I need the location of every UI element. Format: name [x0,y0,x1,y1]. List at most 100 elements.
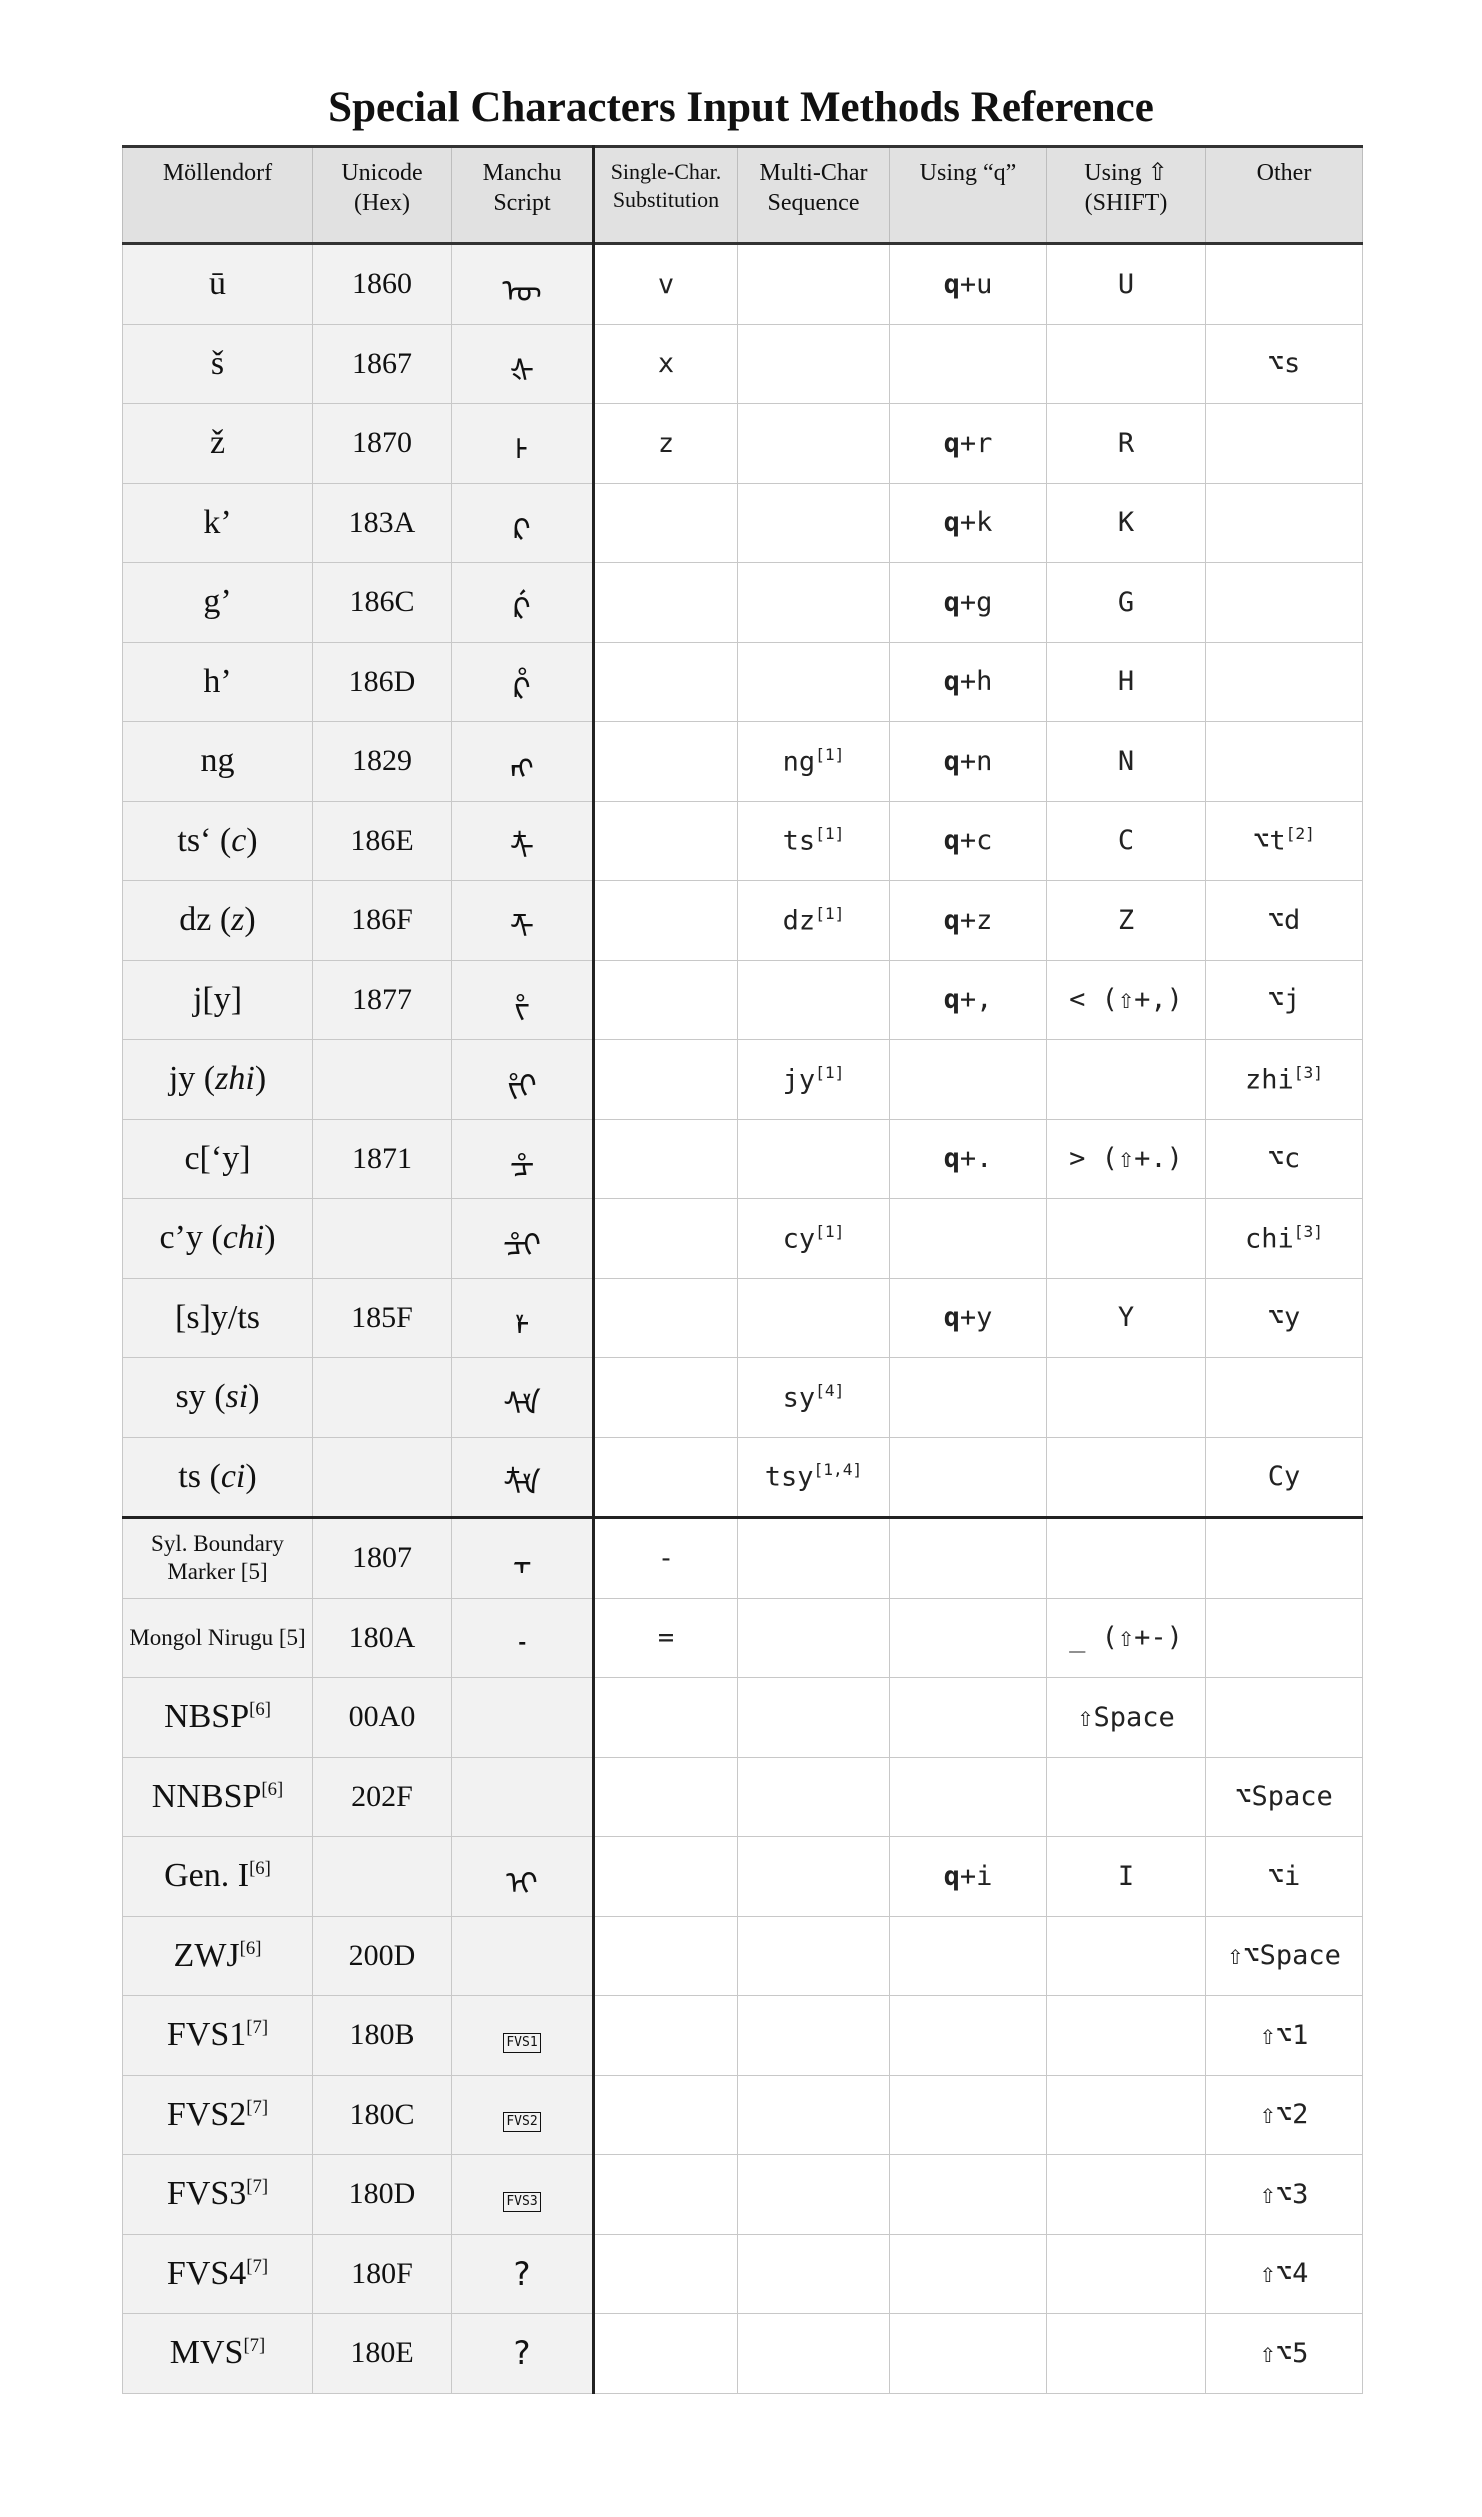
table-row: FVS4[7] 180F? ⇧⌥4 [122,2233,1363,2314]
cell-using-q [889,1915,1047,1996]
cell-mollendorf: ZWJ[6] [122,1915,313,1996]
cell-using-shift: < (⇧+,) [1046,959,1206,1040]
cell-unicode [312,1836,452,1917]
cell-mollendorf: ts (ci) [122,1436,313,1519]
cell-mollendorf: ng [122,721,313,802]
table-row: ZWJ[6] 200D ⇧⌥Space [122,1915,1363,1996]
cell-manchu-script: FVS1 [451,1995,595,2076]
mollendorf-text: g’ [203,583,232,621]
manchu-glyph: ᠺ [513,510,531,549]
table-row: c[‘y] 1871 ᡱ q+. > (⇧+.) ⌥c [122,1118,1363,1199]
table-row: FVS2[7] 180C FVS2 ⇧⌥2 [122,2074,1363,2155]
cell-mollendorf: š [122,323,313,404]
cell-using-shift: > (⇧+.) [1046,1118,1206,1199]
cell-using-q [889,1436,1047,1519]
cell-mollendorf: g’ [122,562,313,643]
header-single-char: Single-Char. Substitution [593,146,738,244]
cell-using-q [889,1995,1047,2076]
unicode-hex: 1871 [352,1141,412,1175]
cell-other [1205,562,1363,643]
mollendorf-text: sy [175,1378,206,1416]
cell-manchu-script: FVS2 [451,2074,595,2155]
unicode-hex: 180E [350,2336,414,2370]
cell-unicode: 186E [312,800,452,881]
footnote-ref: [1,4] [813,1460,863,1480]
cell-manchu-script: ? [451,2233,595,2314]
cell-using-q: q+r [889,403,1047,484]
unicode-hex: 202F [351,1779,413,1813]
mollendorf-alt: z [231,901,245,939]
footnote-ref: [3] [1293,1221,1324,1241]
cell-using-q [889,1677,1047,1758]
footnote-ref: [7] [246,2176,269,2198]
footnote-ref: [4] [815,1380,845,1400]
unicode-hex: 200D [348,1938,416,1972]
fvs-glyph-icon: FVS1 [503,2032,541,2053]
cell-multi-char [737,959,890,1040]
cell-multi-char: dz[1] [737,880,890,961]
cell-other: ⌥j [1205,959,1363,1040]
table-row: dz (z) 186F ᡯ dz[1] q+z Z ⌥d [122,880,1363,961]
cell-using-shift: Y [1046,1277,1206,1358]
cell-single-char [593,800,738,881]
mollendorf-text: FVS4 [166,2254,247,2292]
cell-unicode: 180A [312,1597,452,1678]
footnote-ref: [7] [246,2255,269,2277]
manchu-glyph: ᡰ [516,431,528,470]
cell-other: ⌥y [1205,1277,1363,1358]
cell-single-char: - [593,1517,738,1599]
cell-multi-char [737,2154,890,2235]
cell-unicode: 186C [312,562,452,643]
cell-using-shift [1046,1436,1206,1519]
mollendorf-alt: si [225,1378,249,1416]
footnote-ref: [6] [261,1778,284,1800]
cell-multi-char [737,2074,890,2155]
manchu-glyph: ᡬ [513,590,531,629]
cell-using-q [889,2074,1047,2155]
cell-other: ⌥t[2] [1205,800,1363,881]
table-header: Möllendorf Unicode (Hex) Manchu Script Sin… [122,146,1363,244]
reference-table: Möllendorf Unicode (Hex) Manchu Script Sin… [122,145,1363,2394]
manchu-glyph: ᡡ [502,272,542,311]
cell-other [1205,1677,1363,1758]
mollendorf-text: FVS2 [166,2095,247,2133]
cell-using-q: q+n [889,721,1047,802]
cell-unicode: 1807 [312,1517,452,1599]
footnote-ref: [1] [815,1062,845,1082]
header-using-shift: Using ⇧ (SHIFT) [1046,146,1206,244]
mollendorf-text: c’y [159,1219,203,1257]
cell-multi-char [737,562,890,643]
cell-single-char [593,880,738,961]
fvs-glyph-icon: FVS3 [503,2191,541,2212]
cell-manchu-script: ᡬ [451,562,595,643]
cell-other: ⇧⌥3 [1205,2154,1363,2235]
cell-using-shift: C [1046,800,1206,881]
cell-multi-char [737,2313,890,2394]
mollendorf-alt: zhi [215,1060,255,1098]
cell-unicode [312,1357,452,1438]
cell-unicode: 186F [312,880,452,961]
unicode-hex: 180D [348,2177,416,2211]
cell-manchu-script [451,1915,595,1996]
mollendorf-text: MVS [169,2334,244,2372]
mollendorf-text: š [210,344,225,382]
cell-other [1205,1517,1363,1599]
cell-using-shift [1046,1915,1206,1996]
unicode-hex: 1807 [352,1541,412,1575]
cell-mollendorf: FVS1[7] [122,1995,313,2076]
cell-single-char: z [593,403,738,484]
cell-other: ⌥c [1205,1118,1363,1199]
cell-manchu-script: ᡳ [451,1836,595,1917]
cell-single-char [593,482,738,563]
table-row: [s]y/ts 185F ᡟ q+y Y ⌥y [122,1277,1363,1358]
cell-manchu-script: ᠩ [451,721,595,802]
cell-multi-char [737,403,890,484]
cell-single-char [593,1915,738,1996]
unicode-hex: 185F [351,1300,413,1334]
manchu-glyph: ᡭ [513,669,531,708]
cell-using-shift [1046,2154,1206,2235]
cell-unicode: 1829 [312,721,452,802]
header-using-q: Using “q” [889,146,1047,244]
table-row: ts (ci) ᡮᡟ tsy[1,4] Cy [122,1436,1363,1519]
manchu-glyph: ᠩ [510,749,534,788]
